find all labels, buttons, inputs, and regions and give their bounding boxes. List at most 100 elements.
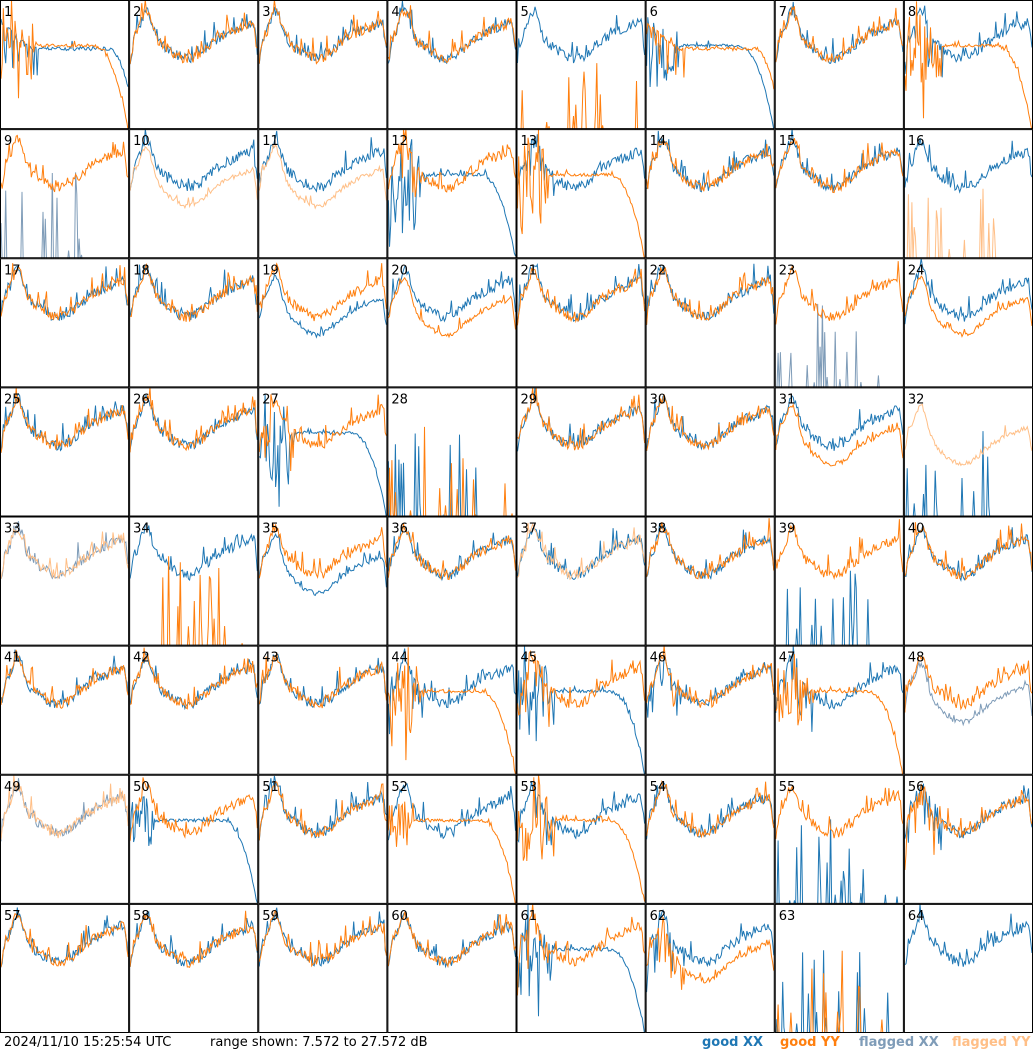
panel-label: 62 [650, 909, 667, 924]
series-yy-panel-14 [646, 140, 775, 192]
panel-border [258, 645, 388, 775]
series-xx-panel-9 [0, 172, 83, 259]
series-yy-panel-16 [906, 188, 997, 259]
panel-label: 3 [262, 5, 270, 20]
series-yy-panel-20 [387, 276, 516, 339]
series-xx-panel-12 [387, 139, 516, 257]
series-xx-panel-32 [905, 431, 991, 517]
panel-border [774, 387, 904, 517]
panel-border [516, 516, 646, 646]
panel-label: 2 [133, 5, 141, 20]
panel-label: 12 [391, 134, 408, 149]
series-yy-panel-2 [129, 0, 258, 65]
series-yy-panel-32 [904, 403, 1033, 467]
series-yy-panel-27 [258, 394, 387, 472]
panel-border [258, 774, 388, 904]
panel-label: 44 [391, 651, 408, 666]
panel-label: 6 [650, 5, 658, 20]
panel-label: 27 [262, 392, 279, 407]
panel-24: 24 [903, 258, 1033, 388]
panel-18: 18 [129, 258, 259, 388]
range-label: range shown: 7.572 to 27.572 dB [210, 1035, 428, 1050]
panel-label: 41 [4, 651, 21, 666]
panel-14: 14 [645, 129, 775, 259]
panel-label: 57 [4, 909, 21, 924]
panel-label: 18 [133, 263, 150, 278]
panel-label: 16 [908, 134, 925, 149]
panel-border [645, 645, 775, 775]
panel-border [516, 0, 646, 130]
panel-50: 50 [129, 774, 259, 904]
series-yy-panel-48 [904, 655, 1033, 713]
panel-border [0, 387, 130, 517]
series-yy-panel-37 [517, 522, 646, 581]
panel-52: 52 [387, 774, 517, 904]
series-xx-panel-35 [258, 532, 387, 597]
series-yy-panel-15 [775, 138, 904, 194]
panel-36: 36 [387, 516, 517, 646]
series-xx-panel-62 [646, 908, 775, 993]
panel-label: 34 [133, 522, 150, 537]
panel-35: 35 [258, 516, 388, 646]
panel-border [516, 774, 646, 904]
panel-label: 58 [133, 909, 150, 924]
series-xx-panel-24 [904, 258, 1033, 325]
series-xx-panel-50 [129, 796, 258, 903]
panel-border [645, 0, 775, 130]
series-yy-panel-50 [129, 777, 258, 841]
series-yy-panel-22 [646, 267, 775, 325]
panel-border [258, 0, 388, 130]
panel-label: 36 [391, 522, 408, 537]
panel-label: 19 [262, 263, 279, 278]
series-yy-panel-8 [904, 1, 1033, 130]
panel-label: 8 [908, 5, 916, 20]
series-yy-panel-10 [129, 146, 258, 210]
series-yy-panel-38 [646, 518, 775, 580]
panel-label: 61 [521, 909, 538, 924]
panel-label: 17 [4, 263, 21, 278]
panel-7: 7 [774, 0, 904, 130]
series-xx-panel-36 [387, 526, 516, 582]
series-xx-panel-61 [517, 903, 645, 1033]
panel-64: 64 [903, 903, 1033, 1033]
series-yy-panel-47 [775, 654, 904, 775]
panel-9: 9 [0, 129, 130, 259]
panel-63: 63 [774, 903, 904, 1033]
panel-11: 11 [258, 129, 388, 259]
panel-28: 28 [387, 387, 517, 517]
panel-border [0, 0, 130, 130]
panel-border [387, 258, 517, 388]
series-yy-panel-44 [387, 647, 516, 775]
panel-43: 43 [258, 645, 388, 775]
panel-label: 54 [650, 780, 667, 795]
panel-border [129, 645, 259, 775]
series-xx-panel-19 [258, 274, 387, 339]
panel-label: 24 [908, 263, 925, 278]
series-yy-panel-42 [129, 647, 258, 710]
panel-19: 19 [258, 258, 388, 388]
series-yy-panel-52 [387, 801, 516, 904]
series-yy-panel-59 [258, 909, 387, 968]
legend-good-yy: good YY [780, 1035, 840, 1050]
panel-label: 64 [908, 909, 925, 924]
panel-45: 45 [516, 645, 646, 775]
panel-border [645, 903, 775, 1033]
panel-2: 2 [129, 0, 259, 130]
series-xx-panel-3 [258, 6, 387, 64]
series-xx-panel-8 [904, 5, 1033, 78]
panel-39: 39 [774, 516, 904, 646]
series-yy-panel-13 [517, 129, 645, 259]
panel-label: 14 [650, 134, 667, 149]
series-xx-panel-63 [775, 950, 890, 1033]
series-xx-panel-5 [517, 6, 646, 64]
panel-border [387, 129, 517, 259]
series-yy-panel-49 [0, 774, 129, 840]
panel-20: 20 [387, 258, 517, 388]
panel-border [129, 129, 259, 259]
panel-label: 38 [650, 522, 667, 537]
panel-border [516, 387, 646, 517]
panel-label: 31 [779, 392, 796, 407]
panel-label: 49 [4, 780, 21, 795]
series-xx-panel-52 [387, 783, 516, 841]
